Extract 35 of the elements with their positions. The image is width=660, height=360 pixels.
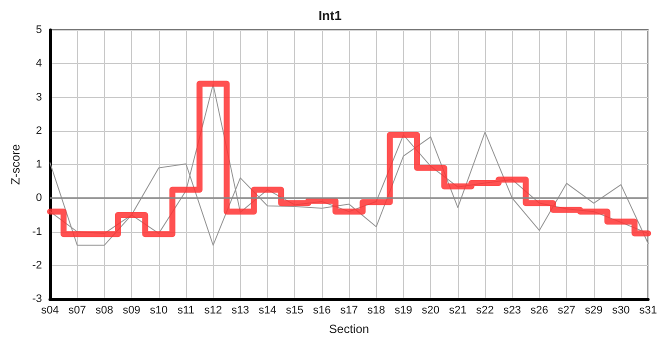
- x-tick-label: s21: [448, 304, 467, 316]
- y-tick-label: 5: [36, 24, 42, 36]
- chart-title: Int1: [318, 8, 342, 23]
- y-tick-label: 1: [36, 158, 42, 170]
- y-tick-label: -3: [32, 293, 42, 305]
- x-tick-label: s31: [639, 304, 658, 316]
- x-tick-label: s14: [258, 304, 276, 316]
- y-tick-label: -2: [32, 259, 42, 272]
- x-tick-label: s17: [340, 304, 358, 316]
- x-tick-label: s22: [476, 304, 494, 316]
- y-tick-label: -1: [32, 226, 42, 238]
- x-axis-title: Section: [329, 322, 370, 336]
- x-tick-label: s30: [612, 304, 630, 316]
- x-tick-label: s12: [204, 304, 222, 316]
- x-tick-label: s09: [122, 304, 140, 316]
- x-tick-label: s07: [68, 304, 86, 316]
- y-tick-label: 0: [36, 192, 42, 204]
- x-tick-label: s10: [150, 304, 168, 316]
- x-tick-label: s04: [41, 304, 59, 316]
- x-tick-label: s13: [231, 304, 250, 316]
- x-tick-label: s16: [313, 304, 331, 316]
- y-tick-label: 4: [36, 58, 42, 70]
- x-tick-label: s19: [394, 304, 412, 316]
- x-tick-label: s29: [584, 304, 603, 316]
- x-tick-label: s23: [503, 304, 522, 316]
- y-tick-label: 3: [36, 91, 42, 104]
- x-tick-label: s27: [558, 304, 576, 316]
- x-tick-label: s20: [422, 304, 440, 316]
- x-tick-label: s08: [96, 304, 114, 316]
- x-tick-label: s26: [530, 304, 548, 316]
- x-tick-label: s18: [367, 304, 386, 316]
- x-tick-label: s15: [286, 304, 304, 316]
- y-tick-label: 2: [36, 124, 42, 137]
- y-axis-title: Z-score: [8, 144, 22, 185]
- x-tick-label: s11: [177, 304, 194, 316]
